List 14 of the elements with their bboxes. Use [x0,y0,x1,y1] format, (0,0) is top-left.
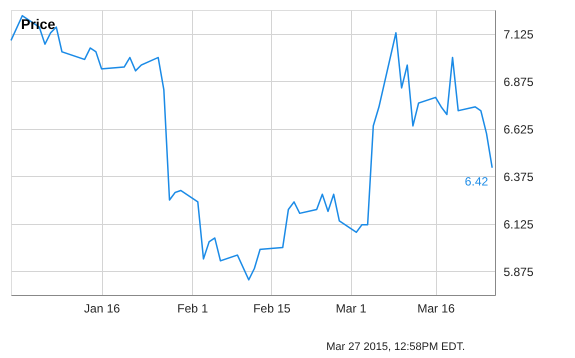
y-tick-label: 5.875 [504,264,534,279]
y-tick-label: 6.125 [504,217,534,232]
y-tick-label: 7.125 [504,27,534,42]
x-tick-label: Feb 1 [177,302,208,316]
x-tick-label: Mar 1 [336,302,367,316]
x-tick-label: Feb 15 [253,302,291,316]
y-tick-label: 6.875 [504,74,534,89]
text: Mar 27 2015, 12:58PM EDT. [326,341,465,353]
x-tick-label: Jan 16 [84,302,120,316]
line-series [10,14,493,281]
y-tick-label: 6.375 [504,170,534,184]
y-tick-label: 6.625 [504,122,534,136]
data-label: 6.42 [464,174,488,189]
x-tick-label: Mar 16 [417,302,456,316]
